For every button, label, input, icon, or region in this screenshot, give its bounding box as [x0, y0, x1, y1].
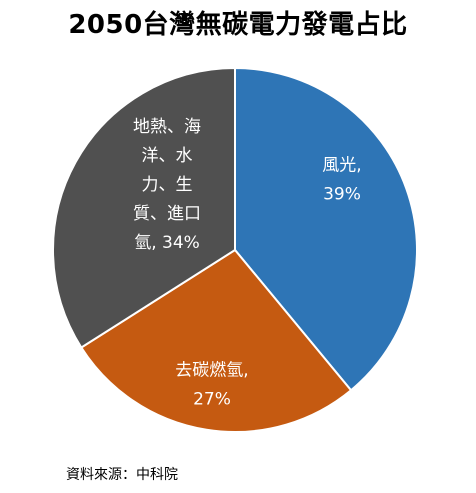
- pie-slice-3: [52, 66, 236, 349]
- pie-slice-2: [79, 248, 353, 433]
- slice-label-3-line-4: 質、進口: [133, 204, 201, 224]
- slice-label-1-line-1: 風光,: [322, 156, 361, 176]
- pie-labels: 風光, 39% 去碳燃氫, 27% 地熱、海洋、水力、生質、進口氫, 34%: [133, 117, 362, 410]
- slice-label-1-line-2: 39%: [323, 185, 361, 205]
- slice-label-3-line-2: 洋、水: [142, 146, 193, 166]
- slice-label-3-line-5: 氫, 34%: [134, 233, 200, 253]
- pie-slice-1: [234, 66, 418, 392]
- slice-label-2-line-2: 27%: [193, 390, 231, 410]
- slice-label-3-line-1: 地熱、海: [133, 117, 201, 137]
- pie-slices: [52, 66, 418, 433]
- chart-title: 2050台灣無碳電力發電占比: [68, 10, 408, 40]
- slice-label-3-line-3: 力、生: [142, 175, 193, 195]
- source-note: 資料來源：中科院: [66, 467, 178, 483]
- slice-label-2-line-1: 去碳燃氫,: [175, 361, 248, 381]
